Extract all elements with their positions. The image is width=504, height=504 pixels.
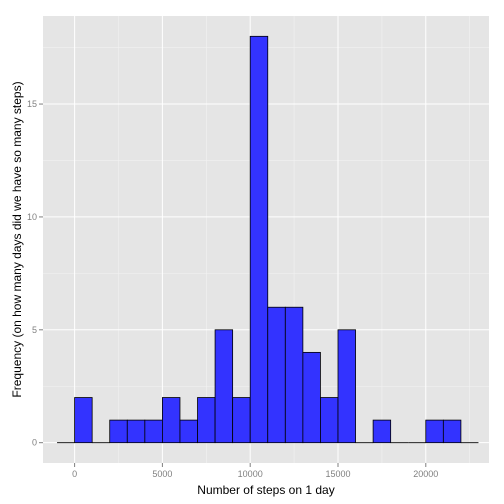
histogram-bars: [57, 35, 479, 444]
histogram-bar: [214, 329, 234, 444]
histogram-bar: [232, 397, 251, 444]
histogram-bar: [126, 419, 146, 444]
x-axis: 0 5000 10000 15000 20000: [72, 463, 438, 479]
histogram-bar: [337, 329, 356, 444]
x-tick-label: 20000: [413, 469, 438, 479]
x-axis-title: Number of steps on 1 day: [197, 483, 334, 497]
x-tick-label: 15000: [325, 469, 350, 479]
x-tick-label: 0: [72, 469, 77, 479]
histogram-bar: [320, 397, 339, 444]
histogram-bar: [249, 35, 269, 444]
histogram-bar: [179, 419, 198, 444]
histogram-bar: [302, 351, 321, 444]
y-tick-label: 15: [27, 99, 37, 109]
histogram-bar: [144, 419, 163, 444]
x-tick-label: 10000: [238, 469, 263, 479]
y-tick-label: 0: [32, 438, 37, 448]
x-tick-label: 5000: [152, 469, 172, 479]
y-tick-label: 10: [27, 212, 37, 222]
histogram-bar: [74, 397, 93, 444]
y-axis: 0 5 10 15: [27, 99, 43, 448]
histogram-bar: [442, 419, 462, 444]
histogram-bar: [425, 419, 444, 444]
histogram-bar: [372, 419, 392, 444]
histogram-bar: [162, 397, 181, 444]
histogram-bar: [109, 419, 128, 444]
histogram-bar: [197, 397, 216, 444]
y-axis-title: Frequency (on how many days did we have …: [10, 81, 24, 397]
y-tick-label: 5: [32, 325, 37, 335]
histogram-bar: [267, 306, 286, 444]
histogram-bar: [284, 306, 304, 444]
